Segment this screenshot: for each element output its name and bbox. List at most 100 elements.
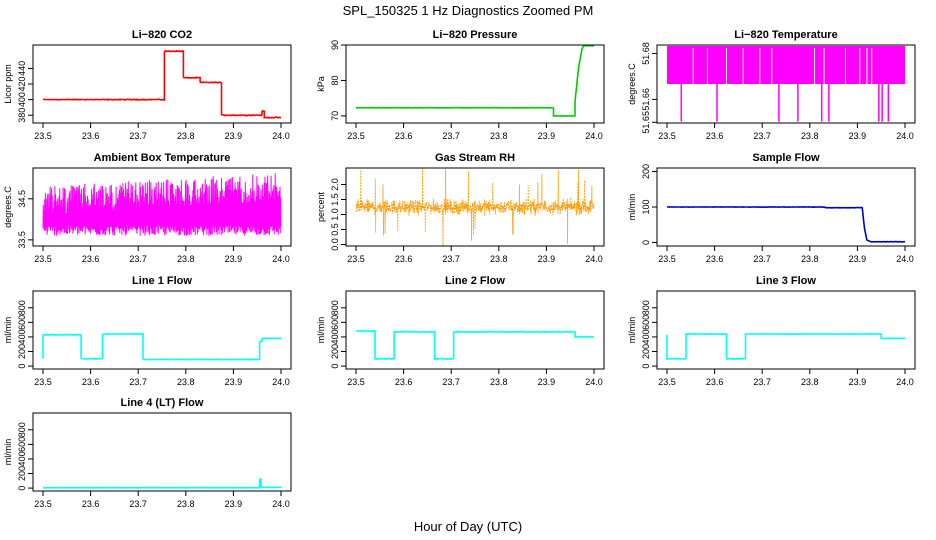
- x-tick-label: 24.0: [585, 131, 603, 141]
- y-axis-label: ml/min: [627, 317, 637, 344]
- x-tick-label: 23.5: [658, 131, 676, 141]
- panel-grid: Li−820 CO2 Licor ppm 23.5 23.6 23.7 23.8 23.9 2…: [3, 29, 916, 509]
- panel-4: Gas Stream RH percent 23.5 23.6 23.7 23.8 23.9…: [316, 152, 605, 264]
- series-line: [355, 168, 595, 246]
- y-tick-label: 800: [17, 422, 27, 437]
- series-line: [666, 205, 906, 243]
- data-layer: [42, 173, 282, 236]
- y-tick-label: 0: [641, 364, 651, 369]
- y-tick-label: 0: [17, 486, 27, 491]
- y-tick-label: 200: [641, 164, 651, 179]
- y-axis-label: ml/min: [3, 439, 13, 466]
- y-tick-label: 600: [17, 315, 27, 330]
- y-axis-label: degrees.C: [627, 63, 637, 105]
- panel-7: Line 2 Flow ml/min 23.5 23.6 23.7 23.8 23.9 24.…: [316, 275, 605, 387]
- y-axis-label: ml/min: [3, 317, 13, 344]
- panel-title: Gas Stream RH: [435, 152, 515, 164]
- panel-3: Ambient Box Temperature degrees.C 23.5 23.6…: [3, 152, 292, 264]
- x-tick-label: 23.7: [442, 377, 460, 387]
- panel-5: Sample Flow ml/min 23.5 23.6 23.7 23.8 23.9 24.…: [627, 152, 916, 264]
- panel-6: Line 1 Flow ml/min 23.5 23.6 23.7 23.8 23.9 24.…: [3, 275, 292, 387]
- x-tick-label: 23.5: [34, 377, 52, 387]
- series-line: [355, 329, 595, 361]
- x-tick-label: 23.8: [177, 254, 195, 264]
- x-tick-label: 23.5: [347, 254, 365, 264]
- data-layer: [667, 45, 905, 122]
- x-tick-label: 23.9: [225, 377, 243, 387]
- x-tick-label: 23.8: [177, 131, 195, 141]
- x-tick-label: 23.7: [442, 131, 460, 141]
- panel-title: Li−820 CO2: [132, 29, 192, 41]
- data-layer: [355, 168, 595, 246]
- y-tick-label: 70: [330, 111, 340, 121]
- series-line: [42, 332, 282, 361]
- panel-title: Li−820 Pressure: [433, 29, 518, 41]
- x-tick-label: 23.7: [442, 254, 460, 264]
- y-tick-label: 0.5: [330, 223, 340, 236]
- y-axis-label: percent: [316, 191, 326, 222]
- x-tick-label: 23.9: [849, 131, 867, 141]
- x-tick-label: 23.9: [538, 377, 556, 387]
- x-tick-label: 23.7: [129, 254, 147, 264]
- x-tick-label: 23.6: [395, 131, 413, 141]
- x-tick-label: 23.6: [706, 377, 724, 387]
- x-tick-label: 23.6: [82, 499, 100, 509]
- data-layer: [666, 205, 906, 243]
- y-tick-label: 0: [641, 240, 651, 245]
- x-tick-label: 23.7: [753, 254, 771, 264]
- x-tick-label: 23.5: [34, 131, 52, 141]
- plot-frame: [32, 44, 292, 124]
- x-tick-label: 24.0: [272, 377, 290, 387]
- y-axis-label: ml/min: [316, 317, 326, 344]
- data-layer: [666, 332, 905, 361]
- y-tick-label: 34.5: [17, 190, 27, 208]
- panel-title: Line 2 Flow: [445, 275, 505, 287]
- y-tick-label: 51.65: [641, 111, 651, 134]
- x-tick-label: 23.6: [706, 254, 724, 264]
- y-axis-label: kPa: [316, 76, 326, 92]
- series-line: [42, 173, 282, 236]
- x-tick-label: 23.5: [658, 254, 676, 264]
- y-axis-label: Licor ppm: [3, 64, 13, 104]
- panel-title: Line 4 (LT) Flow: [121, 397, 204, 409]
- y-tick-label: 1.0: [330, 208, 340, 221]
- x-tick-label: 24.0: [896, 254, 914, 264]
- x-tick-label: 23.6: [82, 131, 100, 141]
- x-tick-label: 23.6: [82, 377, 100, 387]
- x-tick-label: 23.9: [538, 254, 556, 264]
- x-tick-label: 23.5: [347, 131, 365, 141]
- x-tick-label: 24.0: [896, 131, 914, 141]
- x-tick-label: 23.7: [753, 377, 771, 387]
- y-tick-label: 400: [641, 329, 651, 344]
- x-tick-label: 23.8: [490, 377, 508, 387]
- y-tick-label: 51.68: [641, 42, 651, 65]
- panel-title: Ambient Box Temperature: [94, 152, 231, 164]
- series-line: [42, 49, 282, 119]
- plot-frame: [345, 44, 605, 124]
- data-layer: [42, 49, 282, 119]
- x-tick-label: 23.8: [801, 377, 819, 387]
- figure-title: SPL_150325 1 Hz Diagnostics Zoomed PM: [343, 3, 594, 18]
- series-line: [43, 478, 282, 489]
- series-band: [667, 45, 905, 84]
- x-tick-label: 23.8: [801, 131, 819, 141]
- series-line: [355, 45, 595, 117]
- panel-8: Line 3 Flow ml/min 23.5 23.6 23.7 23.8 23.9 24.…: [627, 275, 916, 387]
- plot-frame: [656, 44, 916, 124]
- y-tick-label: 1.5: [330, 193, 340, 206]
- x-tick-label: 23.8: [490, 131, 508, 141]
- y-tick-label: 200: [17, 344, 27, 359]
- y-tick-label: 51.66: [641, 88, 651, 111]
- plot-frame: [32, 412, 292, 492]
- panel-1: Li−820 Pressure kPa 23.5 23.6 23.7 23.8 23.9 24…: [316, 29, 605, 141]
- data-layer: [355, 329, 595, 361]
- plot-frame: [656, 290, 916, 370]
- y-tick-label: 380: [17, 108, 27, 123]
- y-tick-label: 800: [17, 300, 27, 315]
- x-tick-label: 23.5: [34, 499, 52, 509]
- x-tick-label: 23.6: [82, 254, 100, 264]
- x-axis-label: Hour of Day (UTC): [414, 519, 522, 534]
- y-axis-label: ml/min: [627, 194, 637, 221]
- y-tick-label: 400: [17, 92, 27, 107]
